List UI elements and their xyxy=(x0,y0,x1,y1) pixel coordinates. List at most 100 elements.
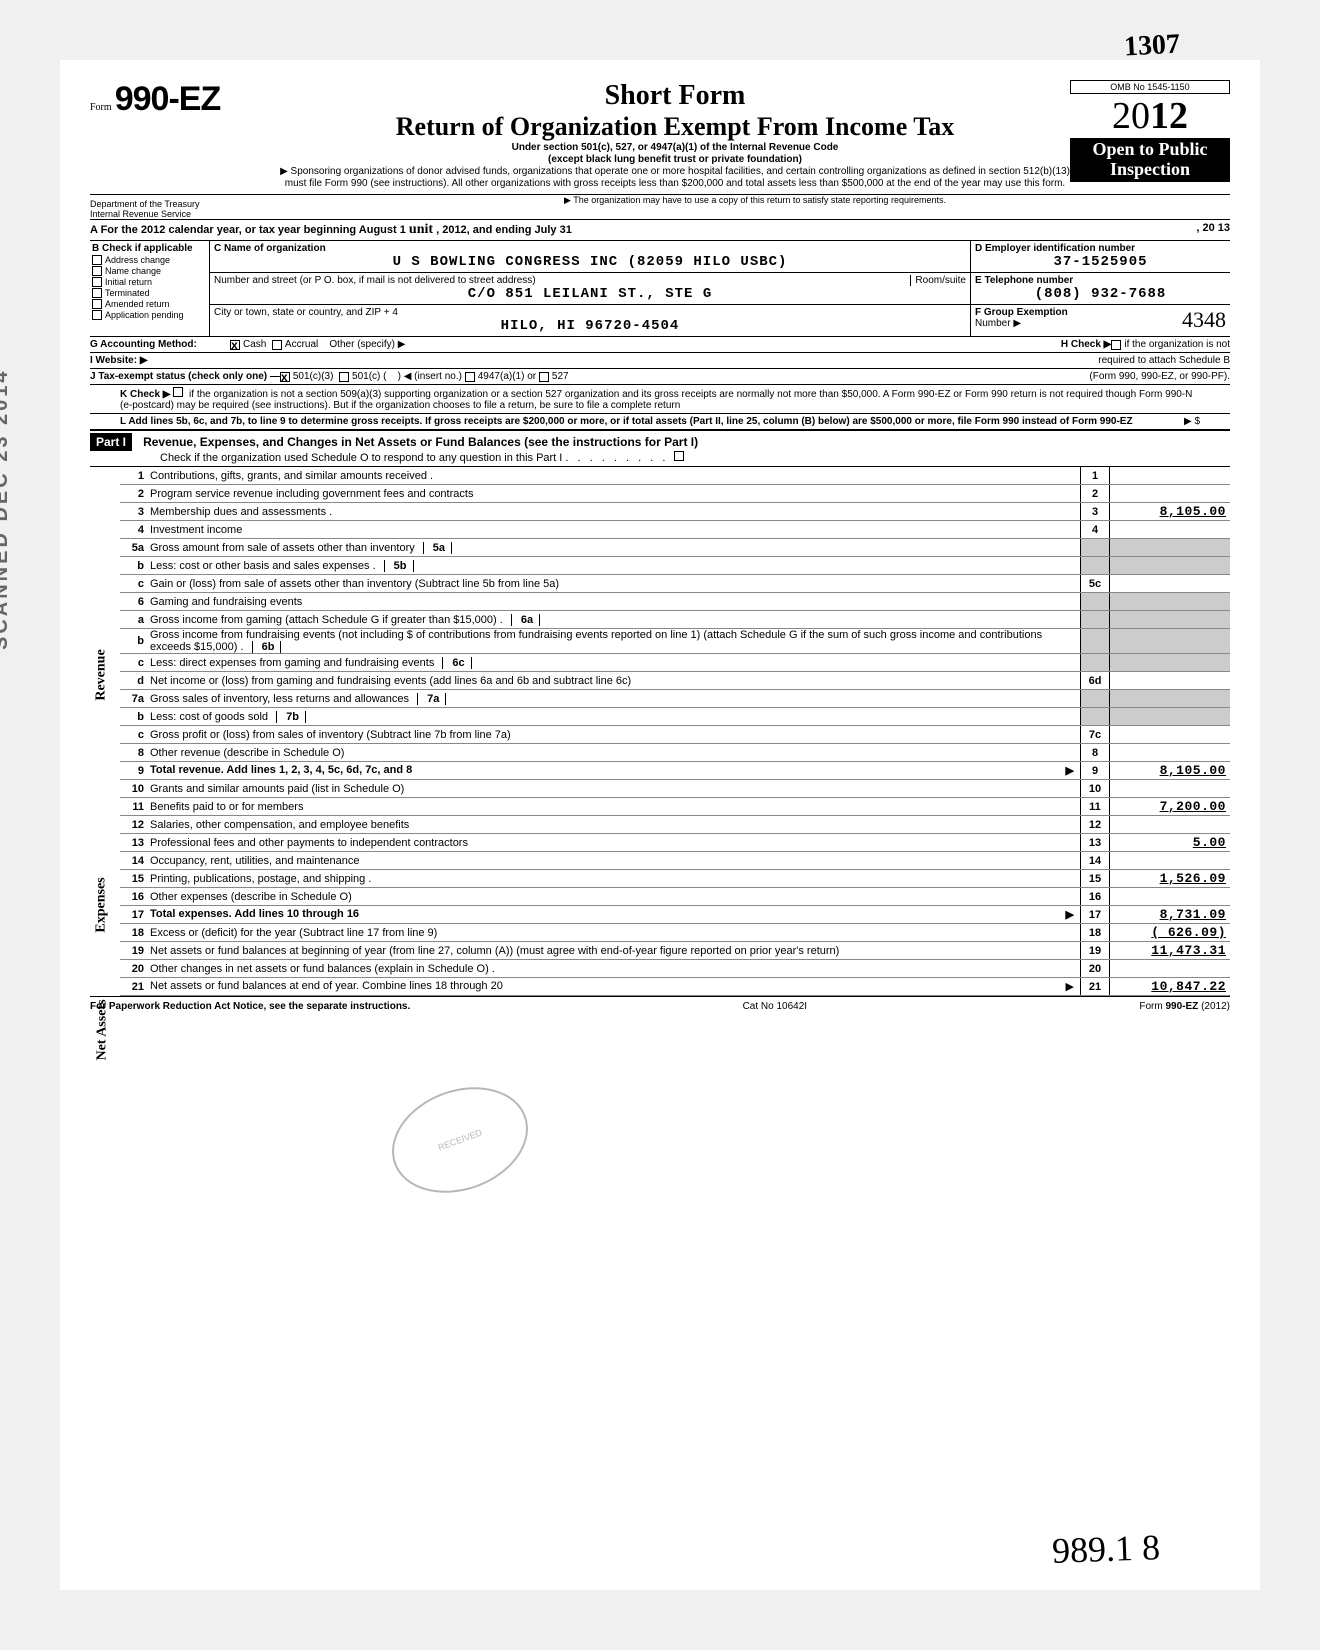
open-public-2: Inspection xyxy=(1074,160,1226,180)
handwritten-bottom: 989.1 8 xyxy=(1051,1526,1160,1572)
line-d: dNet income or (loss) from gaming and fu… xyxy=(120,672,1230,690)
amount-box-no: 3 xyxy=(1080,503,1110,520)
dept-left: Department of the Treasury Internal Reve… xyxy=(90,195,280,219)
amount-box-no: 6d xyxy=(1080,672,1110,689)
checkbox-icon[interactable] xyxy=(92,255,102,265)
line-20: 20Other changes in net assets or fund ba… xyxy=(120,960,1230,978)
g-row: G Accounting Method: Cash Accrual Other … xyxy=(90,337,1230,353)
line-19: 19Net assets or fund balances at beginni… xyxy=(120,942,1230,960)
line-7a: 7aGross sales of inventory, less returns… xyxy=(120,690,1230,708)
part1-check-text: Check if the organization used Schedule … xyxy=(160,452,562,464)
line-no: b xyxy=(120,635,150,647)
amount-box-no: 7c xyxy=(1080,726,1110,743)
amount-value: 5.00 xyxy=(1110,834,1230,851)
amount-value xyxy=(1110,780,1230,797)
open-public: Open to Public Inspection xyxy=(1070,138,1230,182)
line-8: 8Other revenue (describe in Schedule O)8 xyxy=(120,744,1230,762)
l-text: L Add lines 5b, 6c, and 7b, to line 9 to… xyxy=(120,416,1184,427)
line-6: 6Gaming and fundraising events xyxy=(120,593,1230,611)
amount-value: 7,200.00 xyxy=(1110,798,1230,815)
checkbox-icon[interactable] xyxy=(92,277,102,287)
line-no: 7a xyxy=(120,693,150,705)
amount-value xyxy=(1110,467,1230,484)
line-text: Benefits paid to or for members xyxy=(150,801,1080,813)
j-o3: 4947(a)(1) or xyxy=(478,371,536,382)
line-no: d xyxy=(120,675,150,687)
line-text: Total expenses. Add lines 10 through 16 … xyxy=(150,908,1080,921)
k-checkbox[interactable] xyxy=(173,387,183,397)
amount-box-no xyxy=(1080,557,1110,574)
line-no: 15 xyxy=(120,873,150,885)
cash-checkbox[interactable] xyxy=(230,340,240,350)
b-item-1: Name change xyxy=(92,266,207,276)
line-no: c xyxy=(120,729,150,741)
line-text: Printing, publications, postage, and shi… xyxy=(150,873,1080,885)
scanned-stamp: SCANNED DEC 23 2014 xyxy=(0,368,13,650)
amount-box-no: 8 xyxy=(1080,744,1110,761)
org-name: U S BOWLING CONGRESS INC (82059 HILO USB… xyxy=(214,254,966,270)
j-checkbox-1[interactable] xyxy=(280,372,290,382)
line-17: 17Total expenses. Add lines 10 through 1… xyxy=(120,906,1230,924)
k-row: K Check ▶ if the organization is not a s… xyxy=(90,385,1230,414)
line-a: aGross income from gaming (attach Schedu… xyxy=(120,611,1230,629)
f-hw: 4348 xyxy=(1182,307,1226,333)
side-labels: Revenue Expenses Net Assets xyxy=(90,467,120,996)
f-row: F Group Exemption 4348 Number ▶ xyxy=(971,305,1230,331)
j-checkbox-3[interactable] xyxy=(465,372,475,382)
line-no: 8 xyxy=(120,747,150,759)
amount-value: 8,105.00 xyxy=(1110,503,1230,520)
line-text: Total revenue. Add lines 1, 2, 3, 4, 5c,… xyxy=(150,764,1080,777)
amount-box-no: 16 xyxy=(1080,888,1110,905)
copy-note: ▶ The organization may have to use a cop… xyxy=(280,195,1230,219)
form-number-cell: Form 990-EZ xyxy=(90,80,280,119)
title-cell: Short Form Return of Organization Exempt… xyxy=(280,80,1070,190)
checkbox-icon[interactable] xyxy=(92,288,102,298)
amount-value xyxy=(1110,690,1230,707)
revenue-label: Revenue xyxy=(94,649,110,700)
lines-table: Revenue Expenses Net Assets 1Contributio… xyxy=(90,467,1230,996)
amount-box-no: 18 xyxy=(1080,924,1110,941)
b-item-0: Address change xyxy=(92,255,207,265)
e-label: E Telephone number xyxy=(975,275,1226,286)
g-other: Other (specify) ▶ xyxy=(329,339,405,350)
amount-value xyxy=(1110,485,1230,502)
line-no: b xyxy=(120,560,150,572)
amount-box-no: 10 xyxy=(1080,780,1110,797)
subtitle2: (except black lung benefit trust or priv… xyxy=(280,154,1070,166)
line-no: 5a xyxy=(120,542,150,554)
year-cell: OMB No 1545-1150 2012 Open to Public Ins… xyxy=(1070,80,1230,182)
inner-box-label: 6a xyxy=(511,614,540,626)
accrual-checkbox[interactable] xyxy=(272,340,282,350)
checkbox-icon[interactable] xyxy=(92,310,102,320)
line-b: bLess: cost or other basis and sales exp… xyxy=(120,557,1230,575)
line-no: 16 xyxy=(120,891,150,903)
part1-checkbox[interactable] xyxy=(674,451,684,461)
e-row: E Telephone number (808) 932-7688 xyxy=(971,273,1230,305)
checkbox-icon[interactable] xyxy=(92,299,102,309)
j-checkbox-2[interactable] xyxy=(339,372,349,382)
amount-value xyxy=(1110,672,1230,689)
b-item-5: Application pending xyxy=(92,310,207,320)
amount-value xyxy=(1110,744,1230,761)
j-row: J Tax-exempt status (check only one) — 5… xyxy=(90,369,1230,385)
section-a-text2: , 2012, and ending July 31 xyxy=(436,224,572,236)
amount-box-no xyxy=(1080,629,1110,653)
phone: (808) 932-7688 xyxy=(975,286,1226,302)
part1-title: Revenue, Expenses, and Changes in Net As… xyxy=(135,435,698,449)
checkbox-icon[interactable] xyxy=(92,266,102,276)
line-text: Other changes in net assets or fund bala… xyxy=(150,963,1080,975)
b-label-4: Amended return xyxy=(105,299,170,309)
line-no: 14 xyxy=(120,855,150,867)
org-city: HILO, HI 96720-4504 xyxy=(214,318,966,334)
line-12: 12Salaries, other compensation, and empl… xyxy=(120,816,1230,834)
top-grid: B Check if applicable Address change Nam… xyxy=(90,241,1230,337)
line-2: 2Program service revenue including gover… xyxy=(120,485,1230,503)
amount-box-no xyxy=(1080,708,1110,725)
j-checkbox-4[interactable] xyxy=(539,372,549,382)
line-text: Contributions, gifts, grants, and simila… xyxy=(150,470,1080,482)
amount-value xyxy=(1110,960,1230,977)
h-checkbox[interactable] xyxy=(1111,340,1121,350)
line-text: Gross profit or (loss) from sales of inv… xyxy=(150,729,1080,741)
line-21: 21Net assets or fund balances at end of … xyxy=(120,978,1230,996)
col-de: D Employer identification number 37-1525… xyxy=(970,241,1230,336)
